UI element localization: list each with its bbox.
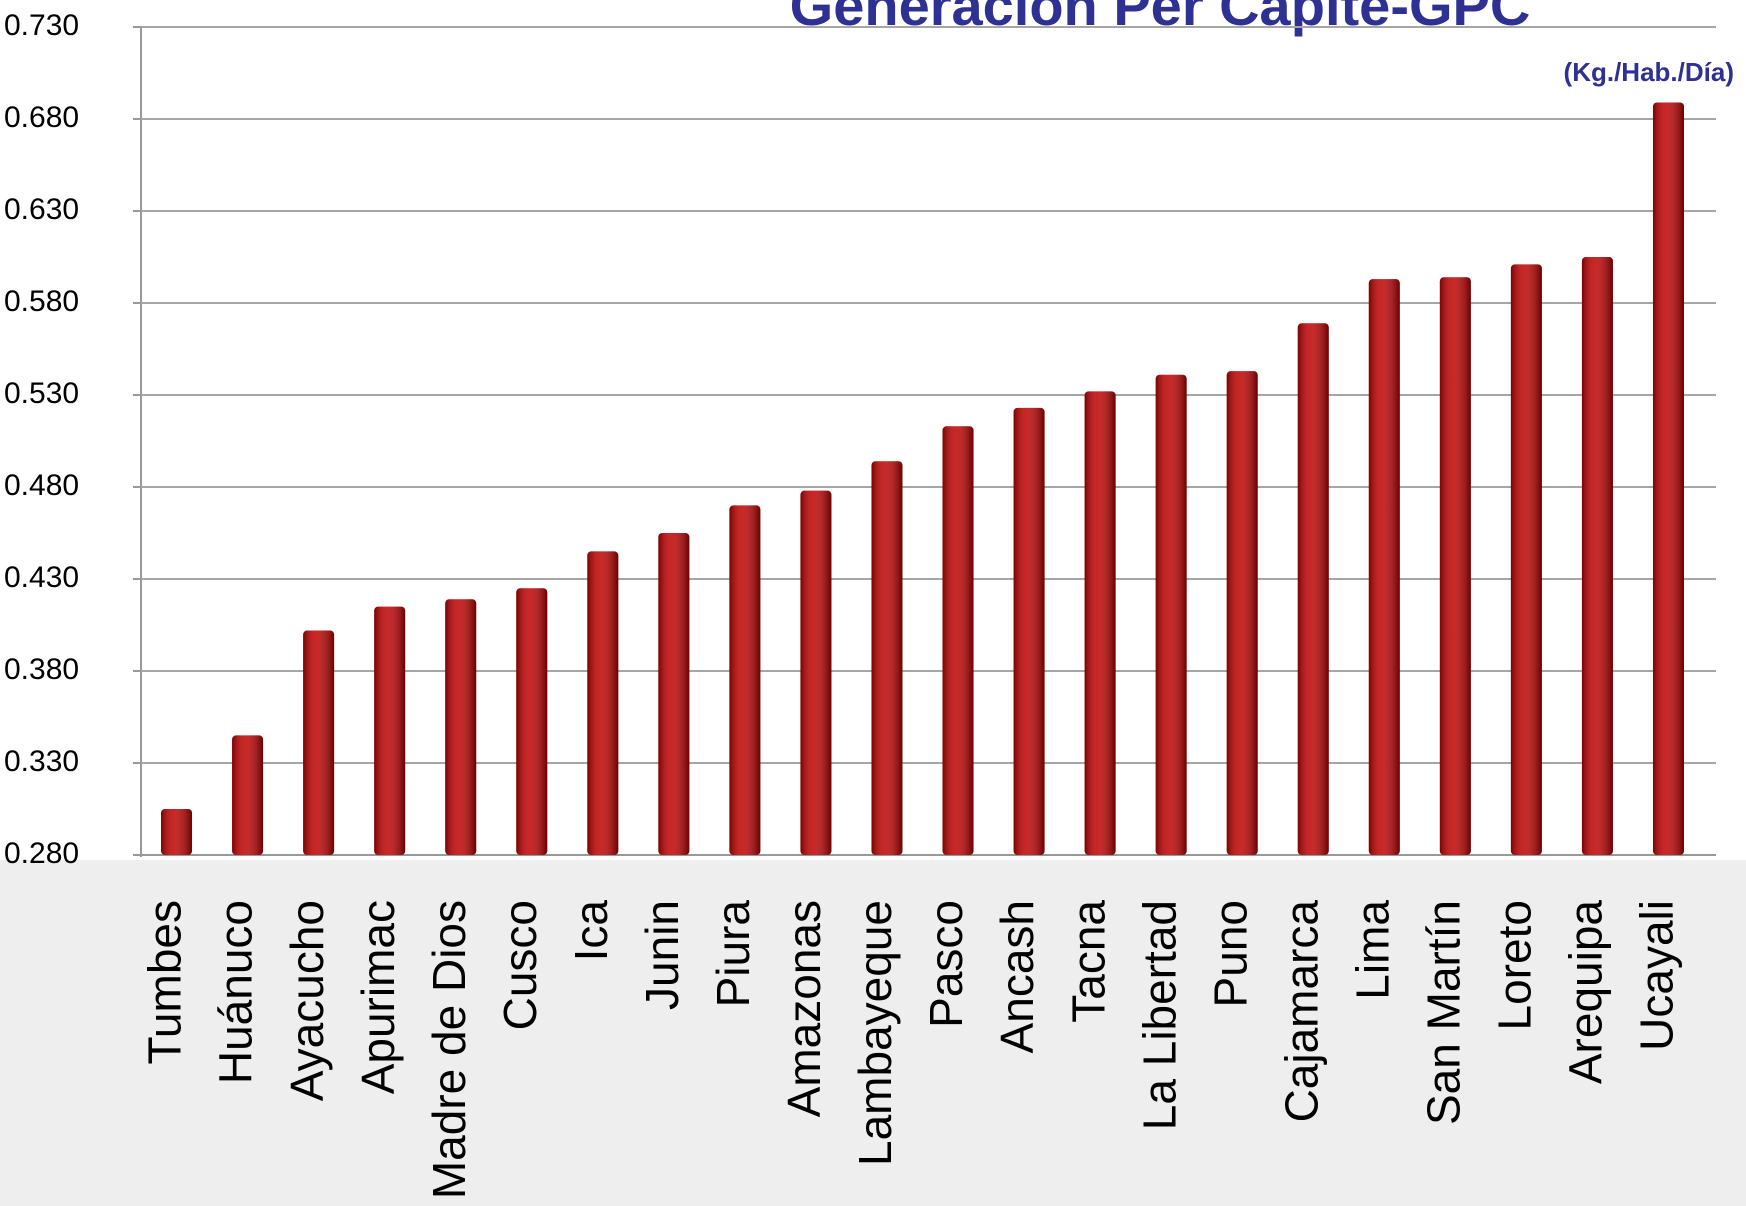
x-tick-label: Tacna xyxy=(1062,900,1114,1023)
y-tick-label: 0.530 xyxy=(4,377,79,410)
x-tick-label: Tumbes xyxy=(139,900,191,1064)
bar-shade xyxy=(871,461,903,855)
y-tick-label: 0.630 xyxy=(4,193,79,226)
y-tick-label: 0.430 xyxy=(4,561,79,594)
x-tick-label: Loreto xyxy=(1489,900,1541,1030)
bar-shade xyxy=(1439,277,1471,855)
x-tick-label: Ayacucho xyxy=(281,900,333,1101)
x-tick-label: Huánuco xyxy=(210,900,262,1084)
x-tick-label: Madre de Dios xyxy=(423,900,475,1199)
bar-shade xyxy=(232,735,264,855)
x-tick-label: Lima xyxy=(1346,900,1398,1000)
bar-shade xyxy=(1581,257,1613,855)
chart-subtitle: (Kg./Hab./Día) xyxy=(1564,57,1734,87)
x-tick-label: Pasco xyxy=(920,900,972,1028)
bar-shade xyxy=(1368,279,1400,856)
bar-shade xyxy=(587,551,619,855)
bar-shade xyxy=(1013,407,1045,855)
x-tick-label: Arequipa xyxy=(1560,900,1612,1085)
x-tick-label: Ucayali xyxy=(1631,900,1683,1051)
bar-shade xyxy=(374,606,406,855)
bar-shade xyxy=(729,505,761,855)
bar-shade xyxy=(1155,374,1187,855)
x-tick-label: Ica xyxy=(565,900,617,962)
bar-shade xyxy=(658,533,690,855)
x-tick-label: Cusco xyxy=(494,900,546,1030)
y-tick-label: 0.580 xyxy=(4,285,79,318)
bar-shade xyxy=(1652,102,1684,855)
bar-shade xyxy=(1084,391,1116,855)
y-tick-label: 0.680 xyxy=(4,101,79,134)
bar-shade xyxy=(161,809,193,855)
y-tick-label: 0.380 xyxy=(4,653,79,686)
y-tick-label: 0.280 xyxy=(4,837,79,870)
x-tick-label: Puno xyxy=(1204,900,1256,1007)
x-tick-label: Amazonas xyxy=(778,900,830,1117)
bar-shade xyxy=(942,426,974,855)
y-tick-label: 0.480 xyxy=(4,469,79,502)
chart-title: Generación Per Cápite-GPC xyxy=(790,0,1531,37)
x-tick-label: Lambayeque xyxy=(849,900,901,1166)
bar-shade xyxy=(800,490,832,855)
bar-shade xyxy=(303,630,335,855)
x-tick-label: Junin xyxy=(636,900,688,1010)
bar-shade xyxy=(1226,371,1258,855)
x-tick-label: Ancash xyxy=(991,900,1043,1053)
x-tick-label: Piura xyxy=(707,900,759,1008)
y-tick-label: 0.730 xyxy=(4,9,79,42)
bar-shade xyxy=(1297,323,1329,855)
x-tick-label: Apurimac xyxy=(352,900,404,1094)
bar-shade xyxy=(445,599,477,855)
x-tick-label: Cajamarca xyxy=(1275,900,1327,1123)
bar-shade xyxy=(1510,264,1542,855)
background-photo xyxy=(0,860,1746,1206)
y-tick-label: 0.330 xyxy=(4,745,79,778)
x-tick-label: La Libertad xyxy=(1133,900,1185,1130)
bar-shade xyxy=(516,588,548,855)
x-tick-label: San Martín xyxy=(1417,900,1469,1125)
